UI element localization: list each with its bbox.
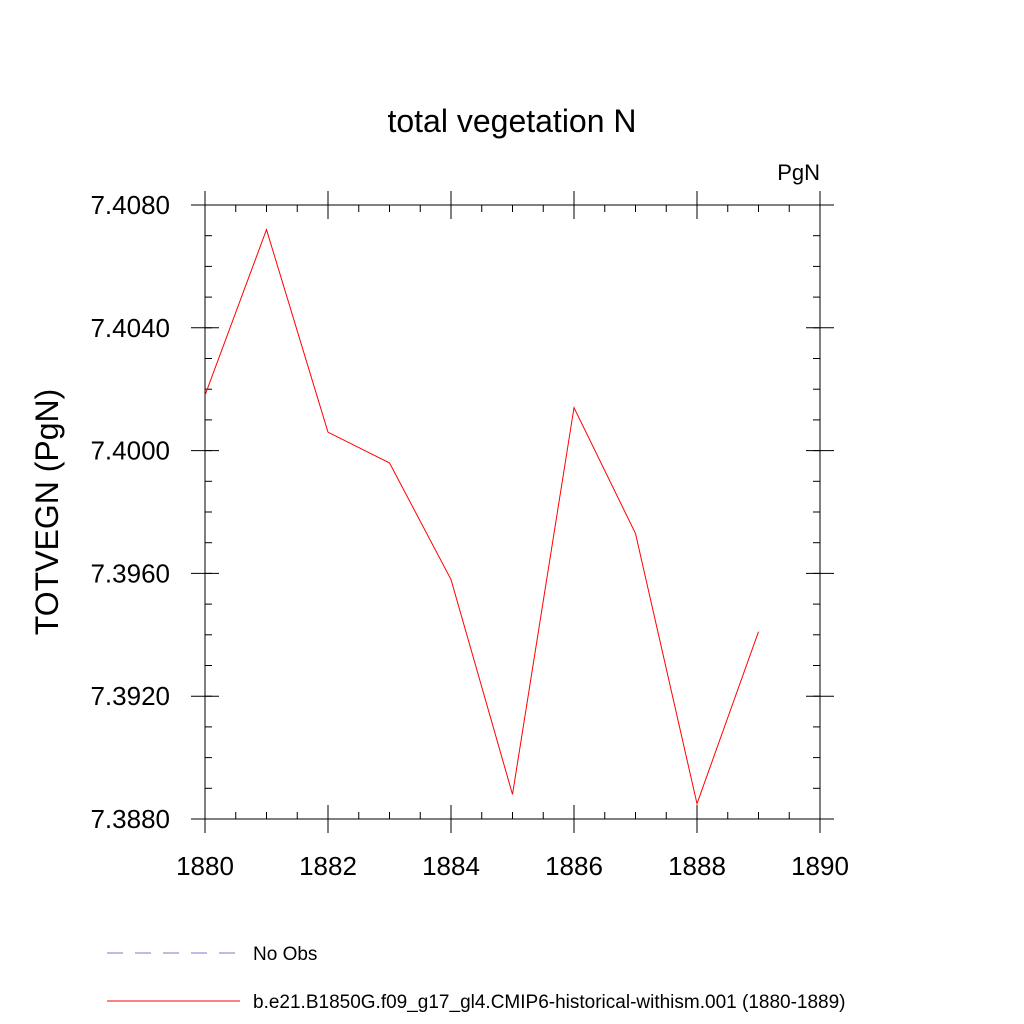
y-tick-label: 7.3960 (90, 558, 170, 588)
chart-title: total vegetation N (387, 103, 636, 139)
x-tick-labels: 1880 1882 1884 1886 1888 1890 (176, 851, 849, 881)
legend: No Obs b.e21.B1850G.f09_g17_gl4.CMIP6-his… (107, 944, 846, 1013)
legend-label: No Obs (253, 944, 317, 965)
units-label: PgN (777, 160, 820, 185)
x-tick-label: 1884 (422, 851, 480, 881)
y-axis-label: TOTVEGN (PgN) (29, 389, 65, 636)
series-lines (204, 228, 759, 806)
x-tick-label: 1886 (545, 851, 603, 881)
y-tick-label: 7.4040 (90, 313, 170, 343)
y-tick-label: 7.4000 (90, 436, 170, 466)
minor-ticks (204, 204, 821, 820)
y-tick-labels: 7.3880 7.3920 7.3960 7.4000 7.4040 7.4080 (90, 190, 170, 834)
x-tick-label: 1880 (176, 851, 234, 881)
series-line (204, 228, 759, 806)
major-ticks (191, 191, 834, 833)
y-tick-label: 7.3880 (90, 804, 170, 834)
legend-label: b.e21.B1850G.f09_g17_gl4.CMIP6-historica… (253, 992, 846, 1013)
x-tick-label: 1882 (299, 851, 357, 881)
y-tick-label: 7.4080 (90, 190, 170, 220)
y-tick-label: 7.3920 (90, 681, 170, 711)
x-tick-label: 1890 (791, 851, 849, 881)
x-tick-label: 1888 (668, 851, 726, 881)
plot-frame (204, 204, 821, 820)
